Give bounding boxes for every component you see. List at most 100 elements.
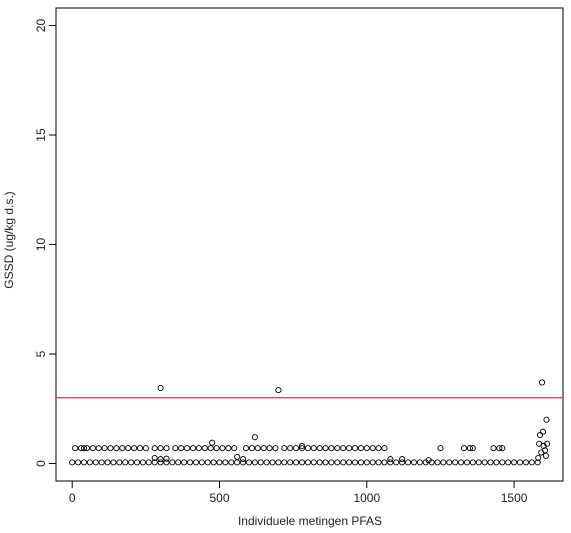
point (198, 459, 205, 466)
point (254, 445, 261, 452)
point (316, 445, 323, 452)
point (528, 459, 535, 466)
point (375, 459, 382, 466)
point (381, 459, 388, 466)
point (163, 455, 170, 462)
point (304, 459, 311, 466)
point (272, 445, 279, 452)
point (458, 459, 465, 466)
point (375, 445, 382, 452)
point (536, 431, 544, 439)
point (263, 459, 270, 466)
point (538, 449, 545, 456)
point (89, 445, 96, 452)
point (219, 445, 226, 452)
point (387, 459, 394, 466)
point (542, 452, 549, 459)
point (340, 445, 347, 452)
point (499, 445, 506, 452)
point (363, 445, 370, 452)
point (225, 445, 232, 452)
point (107, 445, 114, 452)
x-axis-label: Individuele metingen PFAS (238, 514, 382, 528)
point (186, 459, 194, 466)
point (490, 445, 497, 452)
point (434, 459, 441, 466)
point (463, 459, 471, 466)
point (496, 445, 503, 452)
point (136, 445, 144, 452)
point (481, 459, 488, 466)
point (204, 459, 211, 466)
point (231, 445, 238, 452)
point (269, 459, 276, 466)
point (416, 459, 423, 466)
point (516, 459, 524, 466)
point (163, 459, 170, 466)
point (298, 459, 306, 466)
point (293, 459, 300, 466)
point (452, 459, 459, 466)
point (245, 459, 253, 466)
point (101, 445, 108, 452)
point (281, 459, 288, 466)
point (157, 445, 164, 452)
point (310, 459, 317, 466)
point (142, 445, 149, 452)
point (83, 445, 90, 452)
point (322, 459, 329, 466)
point (363, 459, 370, 466)
point (369, 445, 376, 452)
point (157, 456, 164, 463)
point (222, 459, 229, 466)
point (248, 445, 255, 452)
point (446, 459, 453, 466)
point (92, 459, 99, 466)
point (151, 454, 158, 462)
point (466, 445, 473, 452)
point (316, 459, 323, 466)
point (234, 453, 241, 460)
x-tick-label: 1000 (353, 491, 380, 505)
point (98, 459, 105, 466)
point (275, 387, 282, 394)
point (175, 459, 182, 466)
point (469, 445, 476, 452)
point (128, 459, 135, 466)
point (334, 459, 341, 466)
y-tick-label: 15 (34, 128, 48, 142)
point (80, 445, 88, 452)
point (195, 445, 202, 452)
y-tick-label: 5 (34, 350, 48, 357)
point (251, 434, 258, 441)
point (169, 459, 176, 466)
point (178, 445, 185, 452)
point (181, 459, 188, 466)
point (287, 459, 294, 466)
point (487, 459, 494, 466)
point (334, 445, 341, 452)
point (113, 445, 120, 452)
point (257, 459, 264, 466)
y-tick-label: 20 (34, 19, 48, 33)
point (86, 459, 93, 466)
point (287, 445, 294, 452)
point (351, 445, 359, 452)
point (475, 459, 482, 466)
point (210, 459, 217, 466)
point (469, 459, 476, 466)
point (228, 459, 235, 466)
point (346, 459, 353, 466)
point (69, 459, 76, 466)
point (131, 445, 138, 452)
point (357, 459, 364, 466)
point (399, 459, 406, 466)
point (145, 459, 152, 466)
x-tick-label: 1500 (501, 491, 528, 505)
point (275, 459, 282, 466)
point (543, 416, 550, 423)
point (322, 445, 329, 452)
point (340, 459, 347, 466)
point (163, 445, 170, 452)
point (125, 445, 132, 452)
